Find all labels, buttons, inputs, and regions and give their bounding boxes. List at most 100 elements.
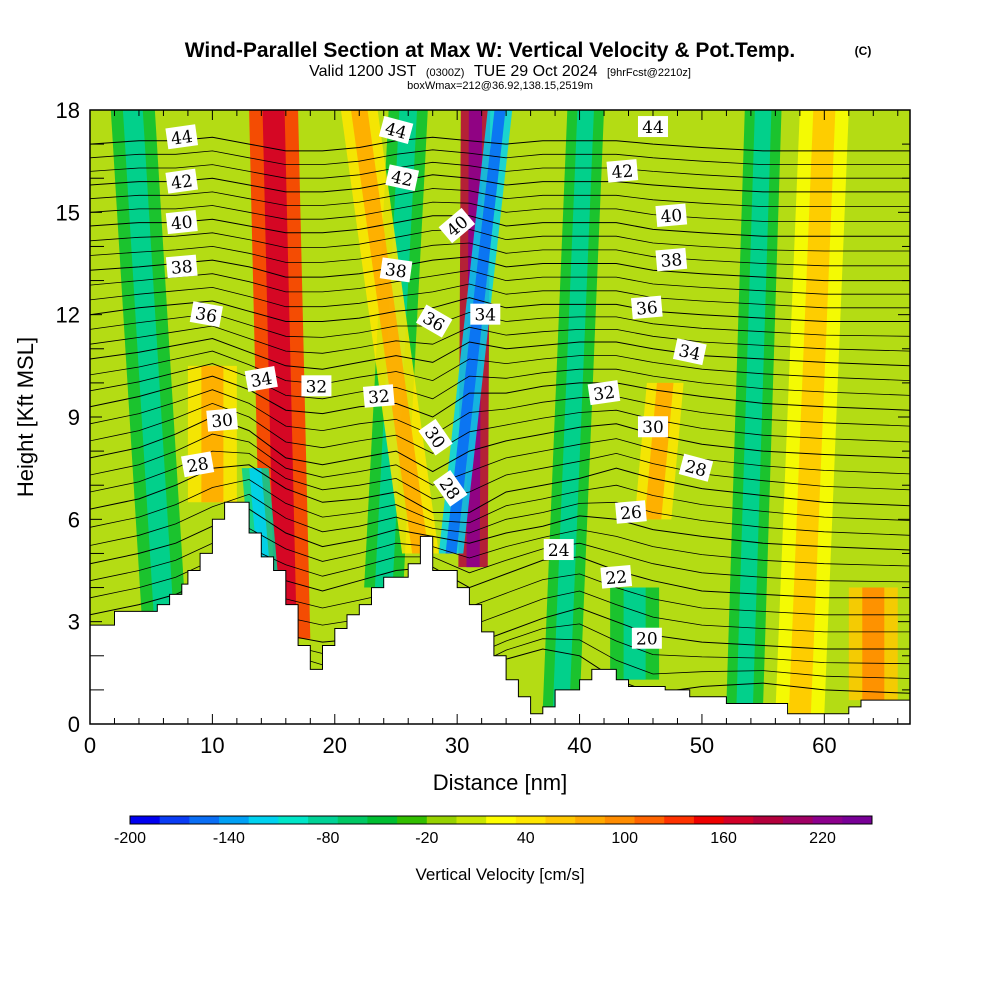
contour-label: 26 bbox=[615, 500, 647, 524]
contour-label-text: 38 bbox=[660, 250, 683, 272]
contour-label-text: 42 bbox=[389, 167, 414, 191]
theta-contour-minor bbox=[90, 325, 910, 354]
theta-contour-minor bbox=[90, 242, 910, 267]
y-tick-label: 0 bbox=[68, 712, 80, 737]
contour-label-box bbox=[606, 159, 639, 183]
x-axis-label: Distance [nm] bbox=[433, 770, 568, 795]
contour-label-box bbox=[637, 116, 668, 138]
w-band-core-11 bbox=[862, 587, 885, 701]
contour-label-text: 40 bbox=[660, 206, 683, 228]
chart-subtitle: Valid 1200 JST (0300Z) TUE 29 Oct 2024 [… bbox=[309, 63, 691, 80]
contour-label: 44 bbox=[637, 116, 668, 138]
axis-ticks bbox=[89, 109, 910, 725]
x-tick-label: 50 bbox=[690, 733, 714, 758]
y-tick-label: 6 bbox=[68, 507, 80, 532]
theta-contour-44 bbox=[90, 136, 910, 152]
colorbar-segment bbox=[486, 816, 517, 824]
contour-label-box bbox=[418, 418, 453, 456]
theta-contour-38 bbox=[90, 256, 910, 282]
colorbar-labels: -200 -140 -80 -20 40 100 160 220 bbox=[114, 830, 836, 847]
colorbar-segment bbox=[456, 816, 487, 824]
colorbar-label: -20 bbox=[415, 830, 438, 847]
contour-label-text: 38 bbox=[170, 257, 193, 279]
contour-label-text: 36 bbox=[194, 304, 219, 327]
y-tick-label: 18 bbox=[56, 98, 80, 123]
contour-label-box bbox=[378, 115, 414, 145]
theta-contour-minor bbox=[90, 363, 910, 400]
colorbar-label: -200 bbox=[114, 830, 146, 847]
contour-label: 38 bbox=[165, 254, 198, 279]
contour-label-box bbox=[165, 168, 199, 194]
contour-label-box bbox=[165, 124, 199, 150]
colorbar-label: 100 bbox=[611, 830, 638, 847]
contour-label: 34 bbox=[244, 366, 278, 392]
contour-label-box bbox=[181, 451, 215, 478]
y-tick-label: 9 bbox=[68, 405, 80, 430]
w-band-core-4 bbox=[122, 110, 174, 612]
y-tick-label: 3 bbox=[68, 610, 80, 635]
contour-label-box bbox=[206, 408, 238, 432]
contour-label-box bbox=[244, 366, 278, 392]
colorbar-segment bbox=[426, 816, 457, 824]
contour-label-text: 20 bbox=[636, 630, 658, 650]
colorbar-segment bbox=[545, 816, 576, 824]
contour-label-text: 24 bbox=[548, 541, 570, 561]
colorbar-segment bbox=[248, 816, 279, 824]
x-tick-label: 0 bbox=[84, 733, 96, 758]
x-tick-label: 30 bbox=[445, 733, 469, 758]
theta-contour-42 bbox=[90, 174, 910, 193]
contour-label-text: 42 bbox=[170, 171, 194, 194]
colorbar-segment bbox=[753, 816, 784, 824]
colorbar-segment bbox=[397, 816, 428, 824]
contour-label-text: 28 bbox=[185, 454, 210, 477]
colorbar-segment bbox=[308, 816, 339, 824]
contour-label: 32 bbox=[301, 375, 332, 397]
theta-contour-minor bbox=[90, 389, 910, 436]
colorbar-segment bbox=[159, 816, 190, 824]
x-tick-label: 60 bbox=[812, 733, 836, 758]
colorbar-segment bbox=[219, 816, 250, 824]
contour-label-box bbox=[362, 384, 395, 408]
contour-label: 30 bbox=[637, 416, 668, 438]
theta-contour-minor bbox=[90, 149, 910, 165]
contour-label: 30 bbox=[206, 408, 238, 432]
contour-label: 36 bbox=[630, 295, 663, 320]
contour-label: 38 bbox=[379, 257, 413, 283]
subtitle-fcst: [9hrFcst@2210z] bbox=[607, 67, 691, 79]
contour-label-box bbox=[678, 453, 714, 482]
colorbar-segment bbox=[634, 816, 665, 824]
contour-label-text: 42 bbox=[611, 161, 634, 183]
contour-label-box bbox=[631, 627, 662, 649]
theta-contour-36 bbox=[90, 297, 910, 322]
contour-label-text: 22 bbox=[605, 567, 628, 589]
contour-label: 32 bbox=[587, 380, 621, 406]
contour-label-box bbox=[655, 203, 688, 228]
contour-label-text: 32 bbox=[306, 377, 328, 397]
theta-contour-minor bbox=[90, 269, 910, 295]
contour-label: 28 bbox=[181, 451, 215, 478]
colorbar-segment bbox=[664, 816, 695, 824]
colorbar-segment bbox=[812, 816, 843, 824]
colorbar-label: 220 bbox=[809, 830, 836, 847]
contour-label-box bbox=[672, 338, 707, 366]
contour-label-box bbox=[587, 380, 621, 406]
contour-label-box bbox=[655, 247, 688, 272]
contour-label: 40 bbox=[655, 203, 688, 228]
colorbar-segment bbox=[515, 816, 547, 824]
contour-label-text: 34 bbox=[249, 369, 274, 392]
vertical-velocity-field bbox=[110, 110, 898, 714]
colorbar-segment bbox=[337, 816, 368, 824]
theta-contour-minor bbox=[90, 479, 910, 528]
colorbar-segment bbox=[367, 816, 398, 824]
theta-contour-32 bbox=[90, 375, 910, 418]
contour-label-box bbox=[301, 375, 332, 397]
theta-contour-minor bbox=[90, 161, 910, 179]
contour-label: 42 bbox=[165, 168, 199, 194]
contour-label-text: 34 bbox=[677, 341, 702, 365]
chart-title-tag: (C) bbox=[855, 44, 872, 58]
x-tick-label: 20 bbox=[323, 733, 347, 758]
colorbar-segment bbox=[723, 816, 754, 824]
contour-label: 42 bbox=[385, 164, 420, 191]
